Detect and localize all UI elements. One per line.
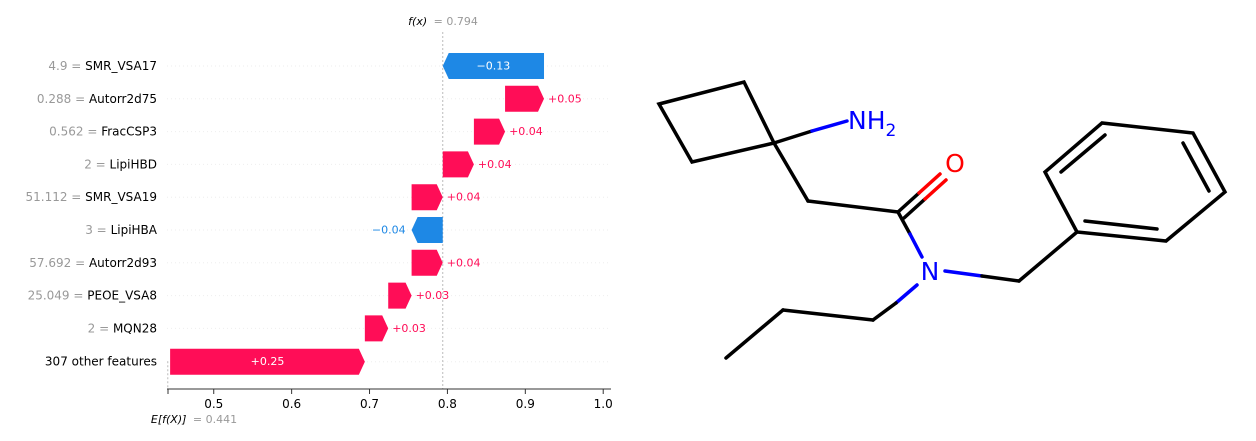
efx-label: E[f(X)] = 0.441 bbox=[151, 413, 237, 426]
waterfall-bar bbox=[411, 217, 443, 243]
bond-carbonyl-n-blue bbox=[908, 232, 924, 259]
bond-co-2-red bbox=[923, 178, 948, 201]
molecule-structure: NH2 O N bbox=[656, 79, 1228, 360]
feature-labels: 4.9 = SMR_VSA17 0.288 = Autorr2d75 0.562 =… bbox=[25, 59, 157, 369]
waterfall-bar bbox=[505, 85, 545, 112]
waterfall-bar bbox=[170, 348, 365, 375]
shap-value-label: +0.03 bbox=[392, 322, 426, 335]
oxygen-label: O bbox=[945, 149, 965, 178]
feature-label: 2 = MQN28 bbox=[88, 321, 157, 335]
bond-co-1-red bbox=[917, 172, 942, 195]
bond-n-benzyl-black bbox=[980, 274, 1021, 283]
feature-label: 57.692 = Autorr2d93 bbox=[29, 256, 157, 270]
feature-value: 0.562 = bbox=[49, 125, 101, 139]
bond-propyl-2 bbox=[781, 308, 875, 322]
feature-label: 307 other features bbox=[45, 355, 157, 369]
x-axis: 0.5 0.6 0.7 0.8 0.9 1.0 bbox=[167, 388, 613, 411]
x-tick-label: 0.6 bbox=[282, 397, 301, 411]
waterfall-bar bbox=[411, 249, 443, 276]
waterfall-bar bbox=[388, 282, 412, 309]
x-tick-label: 0.9 bbox=[516, 397, 535, 411]
bond-n-propyl-black bbox=[871, 301, 898, 322]
shap-value-label: +0.04 bbox=[447, 256, 481, 269]
feature-name: SMR_VSA17 bbox=[85, 59, 157, 73]
bond-c-nh2-black bbox=[772, 129, 814, 145]
feature-value: 3 = bbox=[85, 223, 110, 237]
feature-value: 2 = bbox=[88, 321, 113, 335]
fx-label: f(x) = 0.794 bbox=[408, 15, 478, 28]
feature-name: Autorr2d93 bbox=[89, 256, 157, 270]
bond-c1-ch2 bbox=[772, 141, 810, 203]
cyclobutane-ring bbox=[656, 79, 777, 164]
benzene-ring bbox=[1042, 121, 1228, 243]
bond-propyl-3 bbox=[724, 308, 785, 360]
feature-label: 3 = LipiHBA bbox=[85, 223, 158, 237]
x-tick-label: 0.7 bbox=[360, 397, 379, 411]
shap-value-label: +0.04 bbox=[447, 191, 481, 204]
feature-label: 0.562 = FracCSP3 bbox=[49, 125, 157, 139]
feature-name: LipiHBA bbox=[111, 223, 158, 237]
bond-co-1-black bbox=[896, 191, 921, 214]
bond-co-2-black bbox=[902, 197, 927, 220]
bond-ch2-phenyl bbox=[1017, 230, 1079, 283]
x-tick-label: 1.0 bbox=[594, 397, 613, 411]
feature-value: 0.288 = bbox=[37, 92, 89, 106]
shap-value-label: +0.03 bbox=[416, 289, 450, 302]
shap-value-label: −0.04 bbox=[372, 224, 406, 237]
feature-label: 25.049 = PEOE_VSA8 bbox=[28, 289, 157, 303]
feature-label: 51.112 = SMR_VSA19 bbox=[25, 190, 157, 204]
feature-name: 307 other features bbox=[45, 355, 157, 369]
feature-label: 2 = LipiHBD bbox=[84, 157, 157, 171]
bond-ch2-carbonyl bbox=[806, 199, 900, 214]
feature-value: 2 = bbox=[84, 157, 109, 171]
waterfall-bar bbox=[364, 315, 389, 342]
feature-label: 4.9 = SMR_VSA17 bbox=[48, 59, 157, 73]
waterfall-bars: −0.13 +0.05 +0.04 +0.04 +0.04 −0.04 +0.04 +0.03… bbox=[170, 53, 582, 375]
x-tick-label: 0.5 bbox=[204, 397, 223, 411]
waterfall-bar bbox=[442, 151, 474, 178]
bond-carbonyl-n-black bbox=[896, 210, 912, 236]
feature-value: 4.9 = bbox=[48, 59, 85, 73]
feature-name: MQN28 bbox=[113, 321, 157, 335]
row-gridlines bbox=[167, 65, 611, 363]
feature-name: LipiHBD bbox=[110, 157, 157, 171]
shap-value-label: +0.04 bbox=[478, 158, 512, 171]
bond-n-benzyl-blue bbox=[943, 269, 984, 278]
shap-value-label: +0.25 bbox=[251, 355, 285, 368]
bond-c-nh2-blue bbox=[810, 119, 849, 133]
shap-value-label: +0.05 bbox=[548, 92, 582, 105]
waterfall-bar bbox=[473, 118, 506, 145]
waterfall-bar bbox=[411, 184, 443, 211]
shap-waterfall-chart: f(x) = 0.794 −0.13+0.05+0.04+0.04+0.04−0… bbox=[25, 15, 612, 426]
feature-name: PEOE_VSA8 bbox=[87, 289, 157, 303]
amine-label: NH2 bbox=[848, 106, 896, 141]
feature-value: 51.112 = bbox=[25, 190, 85, 204]
feature-value: 57.692 = bbox=[29, 256, 89, 270]
waterfall-bar bbox=[442, 53, 545, 79]
shap-value-label: +0.04 bbox=[509, 125, 543, 138]
feature-value: 25.049 = bbox=[28, 289, 88, 303]
feature-name: FracCSP3 bbox=[101, 125, 157, 139]
feature-name: Autorr2d75 bbox=[89, 92, 157, 106]
shap-value-label: −0.13 bbox=[477, 60, 511, 73]
feature-label: 0.288 = Autorr2d75 bbox=[37, 92, 157, 106]
nitrogen-label: N bbox=[921, 257, 940, 286]
feature-name: SMR_VSA19 bbox=[85, 190, 157, 204]
x-tick-label: 0.8 bbox=[438, 397, 457, 411]
bond-n-propyl-blue bbox=[894, 283, 919, 305]
